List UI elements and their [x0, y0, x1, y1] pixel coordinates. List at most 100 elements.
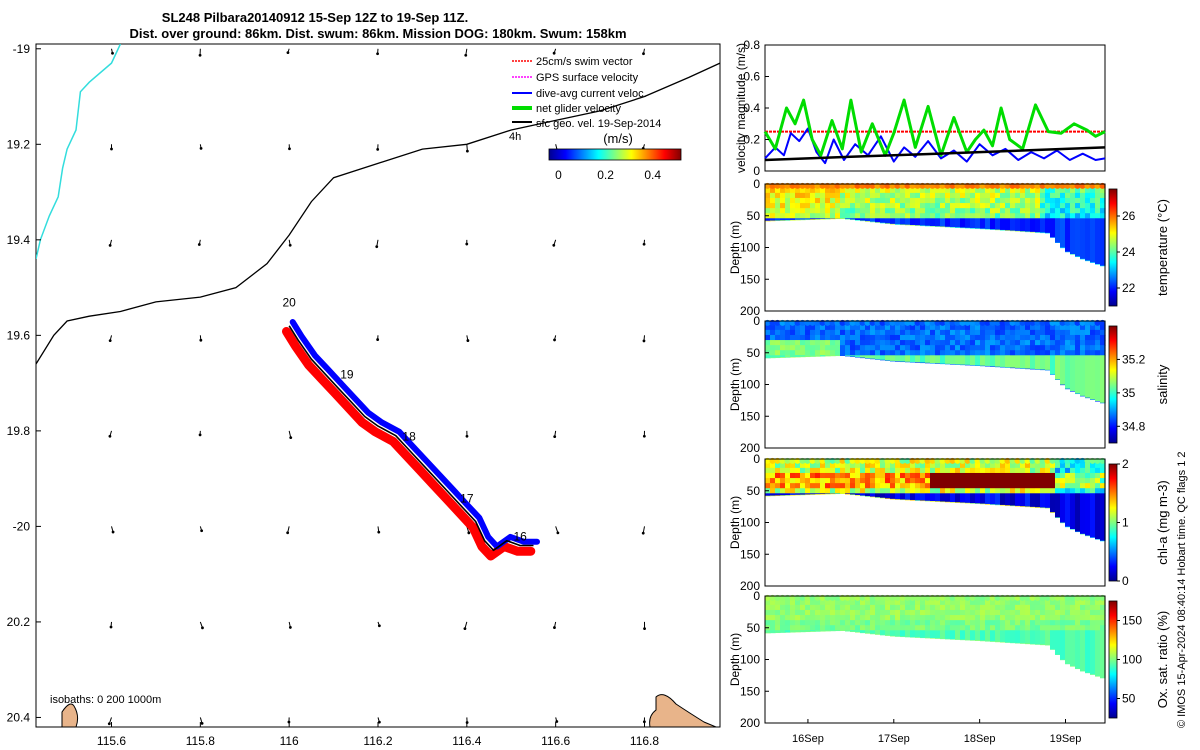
heatmap-cell [1025, 488, 1031, 494]
heatmap-cell [1085, 345, 1091, 351]
heatmap-cell [990, 187, 996, 194]
heatmap-cell [910, 630, 916, 637]
heatmap-cell [935, 462, 941, 469]
heatmap-cell [840, 197, 846, 204]
heatmap-cell [875, 488, 881, 494]
heatmap-cell [1050, 625, 1056, 631]
heatmap-cell [845, 218, 851, 219]
heatmap-cell [930, 345, 936, 351]
heatmap-cell [900, 462, 906, 469]
heatmap-cell [780, 467, 786, 474]
depth-tick-label: 200 [740, 304, 760, 318]
map-x-tick-label: 116.2 [363, 734, 392, 748]
heatmap-cell [830, 329, 836, 336]
heatmap-cell [1025, 208, 1031, 214]
heatmap-cell [930, 615, 936, 621]
heatmap-cell [795, 462, 801, 469]
heatmap-cell [960, 197, 966, 204]
heatmap-cell [865, 345, 871, 351]
current-vector-head [109, 625, 113, 629]
heatmap-cell [905, 324, 911, 331]
heatmap-cell [1025, 350, 1031, 356]
heatmap-cell [840, 604, 846, 611]
heatmap-cell [1020, 334, 1026, 341]
heatmap-cell [955, 488, 961, 494]
heatmap-cell [980, 218, 986, 229]
heatmap-cell [1100, 192, 1106, 199]
heatmap-cell [960, 462, 966, 469]
heatmap-cell [1100, 324, 1106, 331]
heatmap-cell [970, 340, 976, 346]
velocity-series-line [763, 98, 1106, 157]
heatmap-cell [980, 213, 986, 219]
heatmap-cell [860, 203, 866, 209]
time-x-axis: 16Sep 17Sep 18Sep 19Sep [792, 719, 1081, 745]
heatmap-cell [890, 218, 896, 224]
heatmap-cell [915, 472, 921, 479]
heatmap-cell [990, 599, 996, 606]
heatmap-cell [795, 599, 801, 606]
heatmap-cell [815, 493, 821, 495]
heatmap-cell [1065, 350, 1071, 356]
heatmap-cell [910, 208, 916, 214]
heatmap-cell [850, 340, 856, 346]
heatmap-cell [865, 340, 871, 346]
heatmap-cell [1090, 340, 1096, 346]
heatmap-cell [885, 355, 891, 361]
heatmap-cell [805, 488, 811, 494]
heatmap-cell [940, 609, 946, 616]
heatmap-cell [850, 187, 856, 194]
heatmap-cell [865, 218, 871, 222]
heatmap-cell [810, 488, 816, 494]
heatmap-cell [950, 208, 956, 214]
heatmap-cell [1025, 340, 1031, 346]
heatmap-cell [970, 218, 976, 229]
heatmap-cell [785, 350, 791, 356]
colorbar-label: chl-a (mg m-3) [1155, 480, 1170, 565]
heatmap-cell [885, 329, 891, 336]
heatmap-cell [850, 467, 856, 474]
heatmap-cell [915, 334, 921, 341]
current-vector-head [289, 436, 293, 440]
heatmap-cell [890, 472, 896, 479]
heatmap-cell [850, 625, 856, 631]
heatmap-cell [960, 334, 966, 341]
heatmap-cell [975, 203, 981, 209]
heatmap-cell [1080, 218, 1086, 259]
heatmap-cell [955, 462, 961, 469]
heatmap-cell [770, 218, 776, 221]
current-vector-head [466, 339, 470, 342]
heatmap-cell [795, 604, 801, 611]
heatmap-cell [1085, 340, 1091, 346]
heatmap-cell [1015, 599, 1021, 606]
heatmap-cell [860, 340, 866, 346]
heatmap-cell [1085, 203, 1091, 209]
heatmap-cell [950, 334, 956, 341]
heatmap-cell [975, 483, 981, 489]
heatmap-cell [790, 203, 796, 209]
heatmap-cell [805, 218, 811, 220]
heatmap-cell [1050, 599, 1056, 606]
heatmap-cell [870, 625, 876, 631]
heatmap-cell [790, 213, 796, 219]
heatmap-cell [970, 604, 976, 611]
heatmap-cell [1050, 340, 1056, 346]
heatmap-cell [960, 630, 966, 640]
heatmap-cell [965, 192, 971, 199]
heatmap-cell [930, 340, 936, 346]
heatmap-cell [1020, 488, 1026, 494]
heatmap-cell [900, 355, 906, 362]
heatmap-cell [1060, 630, 1066, 660]
heatmap-cell [1090, 599, 1096, 606]
heatmap-cell [990, 324, 996, 331]
heatmap-cell [1020, 462, 1026, 469]
heatmap-cell [1065, 625, 1071, 631]
heatmap-cell [880, 192, 886, 199]
current-vector-head [199, 338, 203, 342]
current-vector-head [376, 147, 380, 151]
heatmap-cell [1075, 625, 1081, 631]
heatmap-cell [1050, 208, 1056, 214]
heatmap-cell [960, 472, 966, 479]
heatmap-cell [990, 493, 996, 505]
